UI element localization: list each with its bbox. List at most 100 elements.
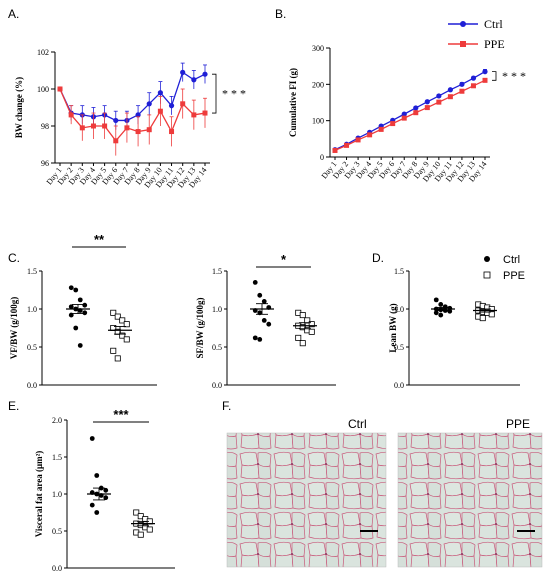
legend-d-ppe-marker <box>483 271 491 279</box>
histology-panel: Ctrl PPE <box>226 417 543 568</box>
c2-point-ppe <box>308 328 315 335</box>
legend-d-ppe-label: PPE <box>503 270 525 282</box>
b-point-ctrl <box>401 111 407 117</box>
b-point-ctrl <box>413 105 419 111</box>
c1-point-ppe <box>123 336 130 343</box>
c2-point-ctrl <box>257 337 263 342</box>
b-significance-bracket <box>492 71 497 81</box>
e-point-ppe <box>146 526 153 533</box>
b-y-tick-label: 200 <box>312 80 324 89</box>
e-y-axis-label: Visceral fat area (μm²) <box>34 451 44 538</box>
e-y-tick-label: 0.0 <box>52 564 62 573</box>
c2-point-ctrl <box>261 318 267 323</box>
a-y-tick-label: 98 <box>41 122 49 131</box>
a-point-ppe <box>157 108 163 114</box>
histology-ppe-label: PPE <box>506 417 530 431</box>
chart-sf-bw: 0.0 0.5 1.0 1.5 SF/BW (g/100g) * <box>195 252 336 390</box>
e-y-tick-label: 1.5 <box>52 453 62 462</box>
c1-point-ppe <box>119 332 126 339</box>
b-point-ppe <box>344 142 350 148</box>
d-point-ctrl <box>433 297 439 303</box>
a-point-ctrl <box>157 90 163 96</box>
e-y-tick-label: 2.0 <box>52 416 62 425</box>
c1-point-ctrl <box>82 310 88 316</box>
c1-point-ppe <box>110 309 117 316</box>
a-point-ppe <box>124 125 130 131</box>
c1-y-tick-label: 1.5 <box>27 267 37 276</box>
e-point-ppe <box>137 531 144 538</box>
legend-b-ctrl-label: Ctrl <box>484 17 503 31</box>
c1-point-ctrl <box>77 343 83 348</box>
d-point-ppe <box>479 315 486 322</box>
c2-y-axis-label: SF/BW (g/100g) <box>195 297 205 358</box>
a-point-ppe <box>191 112 197 118</box>
c1-significance-label: ** <box>94 232 105 247</box>
b-point-ctrl <box>482 69 488 75</box>
a-point-ctrl <box>168 103 175 109</box>
c2-point-ppe <box>295 334 302 341</box>
a-point-ppe <box>113 138 119 144</box>
e-point-ppe <box>133 509 140 516</box>
histology-ctrl-image <box>226 432 387 568</box>
d-point-ctrl <box>433 310 439 316</box>
a-point-ppe <box>79 125 85 131</box>
legend-b: Ctrl PPE <box>448 17 505 51</box>
b-point-ppe <box>413 110 419 116</box>
chart-vf-bw: 0.0 0.5 1.0 1.5 VF/BW (g/100g) ** <box>9 232 157 390</box>
chart-visceral-fat-area: 0.0 0.5 1.0 1.5 2.0 Visceral fat area (μm²) **… <box>34 407 175 573</box>
panel-letter-c: C. <box>8 251 20 265</box>
c1-y-tick-label: 1.0 <box>27 305 37 314</box>
b-point-ppe <box>401 115 407 121</box>
c2-significance-label: * <box>281 252 287 267</box>
c2-y-tick-label: 0.5 <box>212 343 222 352</box>
c2-point-ctrl <box>257 292 263 298</box>
a-y-tick-label: 100 <box>37 85 49 94</box>
a-point-ctrl <box>113 117 119 124</box>
d-y-tick-label: 0.5 <box>394 343 404 352</box>
b-y-tick-label: 300 <box>312 44 324 53</box>
panel-letter-b: B. <box>275 7 286 21</box>
a-point-ppe <box>102 123 108 129</box>
b-y-axis-label: Cumulative FI (g) <box>288 68 298 137</box>
chart-lean-bw: 0.0 0.5 1.0 1.5 Lean BW (g) <box>388 267 520 390</box>
d-y-axis-label: Lean BW (g) <box>388 303 398 352</box>
c2-y-tick-label: 1.5 <box>212 267 222 276</box>
c1-y-tick-label: 0.0 <box>27 381 37 390</box>
c2-y-tick-label: 1.0 <box>212 305 222 314</box>
c1-point-ctrl <box>73 325 79 331</box>
panel-letter-e: E. <box>8 399 19 413</box>
legend-b-ctrl-marker <box>460 21 466 27</box>
b-point-ctrl <box>470 75 477 81</box>
d-point-ctrl <box>438 312 444 318</box>
a-y-tick-label: 96 <box>41 159 49 168</box>
c1-point-ctrl <box>77 297 83 303</box>
c1-point-ctrl <box>68 304 74 310</box>
b-significance-label: * * * <box>502 69 526 83</box>
e-y-tick-label: 0.5 <box>52 527 62 536</box>
a-point-ppe <box>68 112 74 118</box>
a-y-axis-label: BW change (%) <box>14 77 24 138</box>
c1-y-tick-label: 0.5 <box>27 343 37 352</box>
a-point-ctrl <box>180 69 186 75</box>
c2-point-ppe <box>308 321 315 328</box>
panel-letter-d: D. <box>372 251 384 265</box>
c1-point-ctrl <box>68 285 74 291</box>
b-point-ppe <box>367 132 373 138</box>
c1-point-ctrl <box>73 287 79 293</box>
b-point-ppe <box>390 121 396 127</box>
c2-y-tick-label: 0.0 <box>212 381 222 390</box>
c2-point-ppe <box>299 312 306 319</box>
c1-point-ppe <box>123 321 130 328</box>
legend-d: Ctrl PPE <box>483 254 525 282</box>
legend-d-ctrl-marker <box>484 256 490 262</box>
a-point-ctrl <box>202 71 208 77</box>
b-point-ctrl <box>424 99 430 105</box>
e-point-ctrl <box>103 495 109 501</box>
c2-point-ctrl <box>252 280 258 285</box>
histology-ctrl-label: Ctrl <box>348 417 367 431</box>
b-point-ppe <box>447 94 453 100</box>
c2-point-ctrl <box>266 321 272 327</box>
